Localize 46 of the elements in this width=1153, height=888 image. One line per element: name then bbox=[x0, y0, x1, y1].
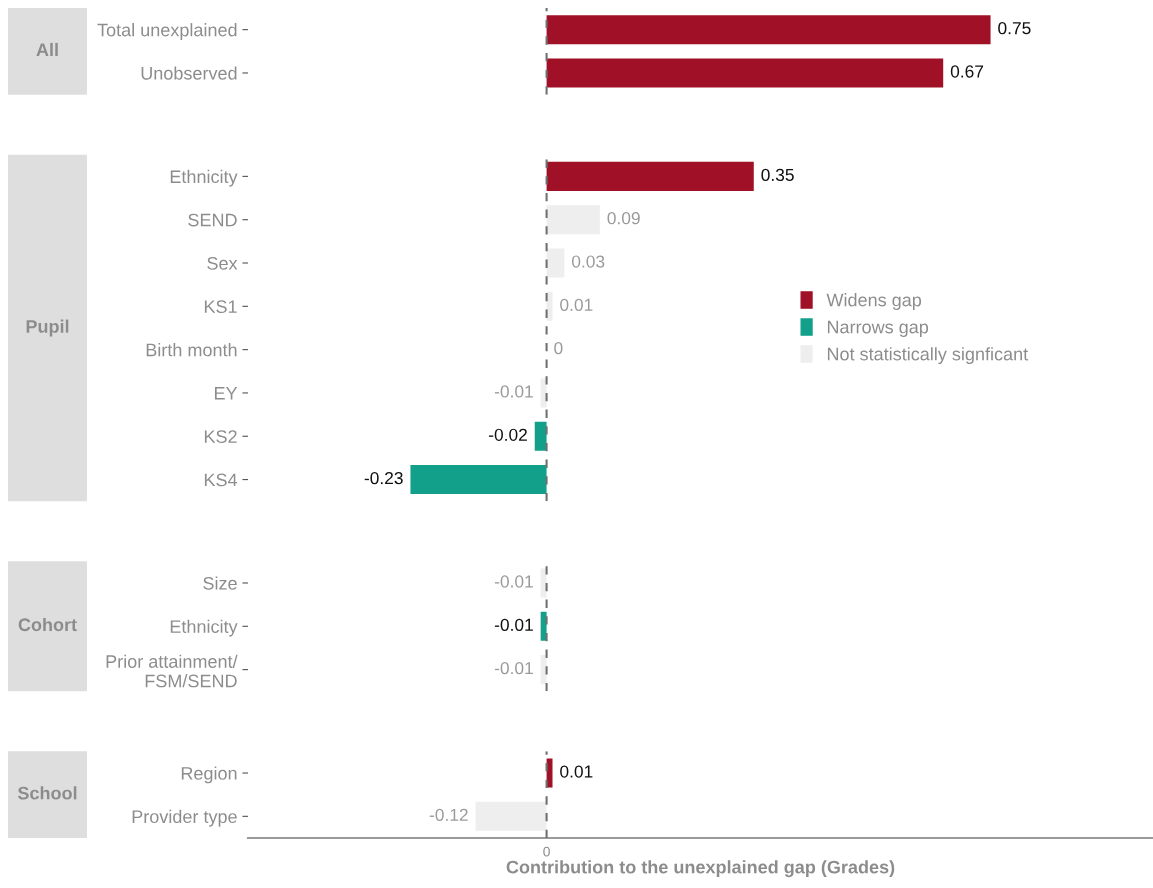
bar bbox=[410, 465, 547, 495]
y-tick-label: Ethnicity bbox=[170, 619, 238, 637]
data-label: -0.01 bbox=[494, 618, 533, 631]
data-label: 0.35 bbox=[761, 168, 794, 182]
y-axis-title: Pupil bbox=[26, 319, 69, 337]
y-tick-label: Prior attainment/ FSM/SEND bbox=[106, 654, 238, 688]
y-axis-title: Cohort bbox=[18, 617, 77, 632]
bar bbox=[546, 161, 754, 191]
legend-label: Widens gap bbox=[826, 293, 922, 310]
legend-label: Narrows gap bbox=[827, 320, 929, 337]
data-label: -0.01 bbox=[494, 575, 533, 588]
bar bbox=[546, 291, 553, 321]
data-label: -0.01 bbox=[494, 661, 533, 675]
bar bbox=[546, 205, 600, 235]
y-tick-label: SEND bbox=[188, 213, 237, 227]
y-tick-label: Total unexplained bbox=[97, 23, 237, 40]
x-axis-title: Contribution to the unexplained gap (Grades) bbox=[506, 860, 895, 878]
y-axis-title: All bbox=[36, 42, 58, 56]
y-tick-label: Unobserved bbox=[141, 66, 237, 80]
data-label: 0.67 bbox=[950, 65, 984, 78]
y-tick-label: Region bbox=[181, 766, 237, 784]
y-tick-label: EY bbox=[214, 387, 238, 400]
legend-label: Not statistically signficant bbox=[827, 347, 1029, 365]
bar bbox=[540, 378, 547, 408]
data-label: 0.09 bbox=[607, 212, 640, 225]
y-tick-label: Provider type bbox=[132, 809, 237, 827]
data-label: 0 bbox=[554, 342, 563, 355]
data-label: 0.01 bbox=[560, 765, 593, 778]
text: 0 bbox=[543, 846, 550, 857]
data-label: 0.75 bbox=[998, 22, 1031, 35]
data-label: -0.12 bbox=[429, 808, 468, 821]
y-tick-label: KS2 bbox=[204, 430, 237, 443]
y-tick-label: Birth month bbox=[146, 343, 237, 357]
data-label: 0.01 bbox=[560, 298, 593, 311]
data-label: -0.02 bbox=[489, 428, 527, 441]
data-label: -0.23 bbox=[364, 471, 403, 485]
y-tick-label: Size bbox=[203, 576, 237, 590]
y-tick-label: KS4 bbox=[204, 473, 238, 487]
y-axis-title: School bbox=[17, 786, 77, 800]
y-tick-label: KS1 bbox=[204, 300, 237, 314]
data-label: 0.03 bbox=[571, 255, 605, 268]
data-label: -0.01 bbox=[494, 385, 533, 398]
bar bbox=[534, 421, 547, 451]
y-tick-label: Sex bbox=[207, 256, 238, 270]
y-tick-label: Ethnicity bbox=[170, 169, 238, 187]
bar bbox=[546, 248, 565, 278]
